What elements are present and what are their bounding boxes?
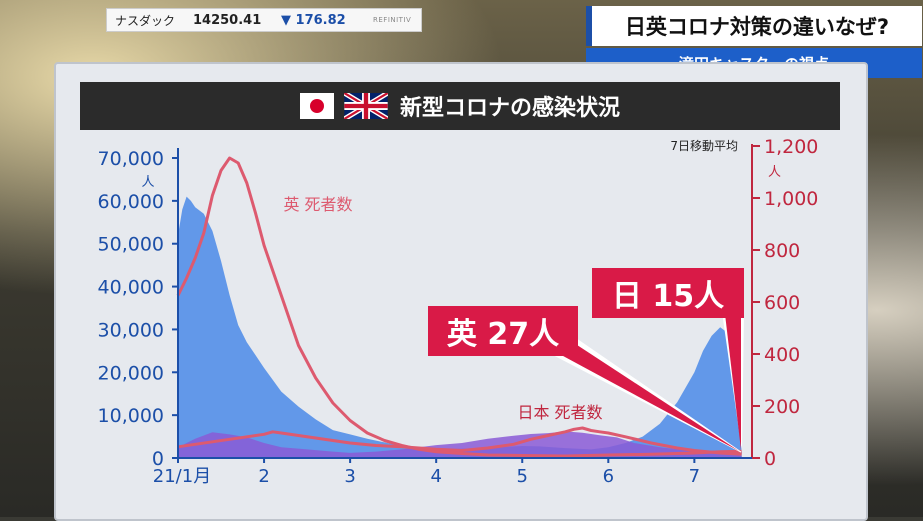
- left-tick-label: 40,000: [98, 277, 164, 299]
- x-tick-label: 3: [344, 466, 355, 487]
- refinitiv-logo: REFINITIV: [373, 16, 412, 24]
- uk-cases-area: [178, 196, 742, 458]
- x-tick-label: 2: [258, 466, 269, 487]
- down-arrow-icon: ▼: [281, 12, 291, 28]
- right-tick-label: 600: [764, 292, 800, 314]
- right-tick-label: 800: [764, 240, 800, 262]
- right-tick-label: 1,000: [764, 188, 818, 210]
- japan-deaths-line: [177, 426, 742, 456]
- right-axis-unit: 人: [768, 165, 781, 180]
- left-tick-label: 30,000: [98, 319, 164, 341]
- uk-deaths-label: 英 死者数: [283, 195, 352, 214]
- left-tick-label: 20,000: [98, 362, 164, 384]
- japan-callout-pointer: [725, 314, 741, 450]
- uk-callout: 英 27人: [428, 306, 578, 356]
- japan-cases-area: [178, 431, 742, 458]
- japan-deaths-label: 日本 死者数: [517, 403, 602, 422]
- ticker-change-value: 176.82: [295, 12, 346, 28]
- left-tick-label: 0: [152, 448, 164, 470]
- left-tick-label: 10,000: [98, 405, 164, 427]
- ticker-change: ▼ 176.82: [281, 13, 373, 28]
- moving-average-note: 7日移動平均: [670, 139, 738, 153]
- uk-callout-pointer: [552, 343, 739, 451]
- left-tick-label: 60,000: [98, 191, 164, 213]
- panel-title: 新型コロナの感染状況: [399, 96, 620, 121]
- x-tick-label: 6: [603, 466, 614, 487]
- x-tick-label: 5: [517, 466, 528, 487]
- japan-flag-icon: [299, 93, 334, 119]
- right-tick-label: 1,200: [764, 136, 818, 158]
- japan-callout: 日 15人: [592, 268, 744, 318]
- left-tick-label: 70,000: [98, 148, 164, 170]
- x-tick-label: 7: [689, 466, 700, 487]
- left-axis-unit: 人: [141, 175, 154, 190]
- stock-ticker: ナスダック 14250.41 ▼ 176.82 REFINITIV: [106, 8, 422, 32]
- right-tick-label: 400: [764, 344, 800, 366]
- left-tick-label: 50,000: [98, 234, 164, 256]
- panel-title-bar: 新型コロナの感染状況: [80, 82, 840, 130]
- x-tick-label: 21/1月: [153, 466, 211, 487]
- right-tick-label: 200: [764, 396, 800, 418]
- ticker-name: ナスダック: [115, 13, 176, 28]
- uk-deaths-line: [176, 156, 742, 458]
- ticker-value: 14250.41: [193, 12, 262, 28]
- headline-title: 日英コロナ対策の違いなぜ?: [586, 6, 922, 46]
- x-tick-label: 4: [430, 466, 441, 487]
- uk-flag-icon: [343, 93, 388, 119]
- right-tick-label: 0: [764, 448, 776, 470]
